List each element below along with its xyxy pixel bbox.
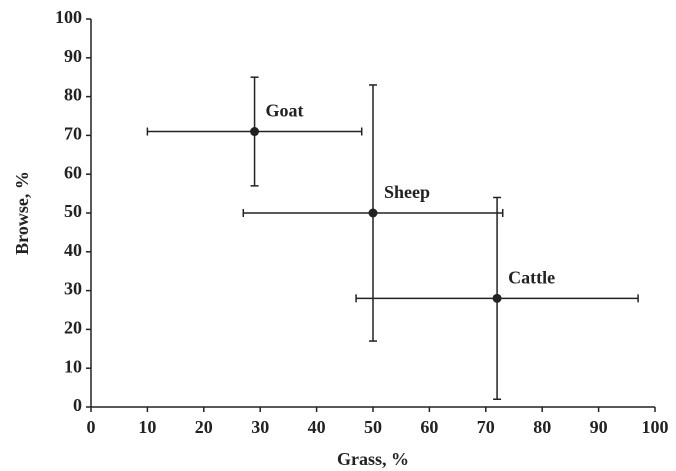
y-tick-label: 0	[73, 395, 82, 415]
y-tick-label: 10	[64, 356, 82, 376]
y-tick-label: 30	[64, 279, 82, 299]
x-tick-label: 100	[642, 417, 669, 437]
x-tick-label: 90	[590, 417, 608, 437]
y-tick-label: 50	[64, 201, 82, 221]
x-tick-label: 10	[138, 417, 156, 437]
y-tick-label: 60	[64, 162, 82, 182]
x-tick-label: 60	[420, 417, 438, 437]
y-tick-label: 20	[64, 318, 82, 338]
x-tick-label: 0	[87, 417, 96, 437]
point-label: Goat	[266, 101, 304, 121]
y-tick-label: 80	[64, 85, 82, 105]
x-axis-label: Grass, %	[337, 449, 409, 469]
x-tick-label: 80	[533, 417, 551, 437]
point	[492, 293, 502, 303]
point	[250, 127, 260, 137]
x-tick-label: 40	[308, 417, 326, 437]
y-tick-label: 40	[64, 240, 82, 260]
point-label: Sheep	[384, 182, 430, 202]
y-axis-label: Browse, %	[12, 171, 32, 255]
y-tick-label: 100	[55, 7, 82, 27]
x-tick-label: 20	[195, 417, 213, 437]
x-tick-label: 30	[251, 417, 269, 437]
x-tick-label: 70	[477, 417, 495, 437]
point-label: Cattle	[508, 267, 555, 287]
point	[368, 208, 378, 218]
x-tick-label: 50	[364, 417, 382, 437]
y-tick-label: 90	[64, 46, 82, 66]
y-tick-label: 70	[64, 124, 82, 144]
